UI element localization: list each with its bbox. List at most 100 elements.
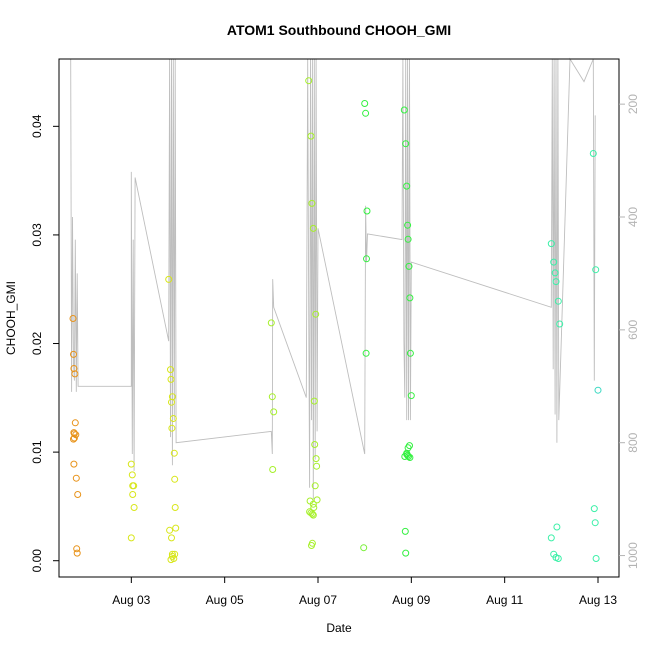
data-point	[592, 555, 600, 562]
data-point	[402, 549, 410, 557]
data-point	[363, 255, 370, 263]
data-point	[72, 474, 80, 482]
data-point	[547, 240, 555, 248]
data-point	[592, 266, 600, 274]
data-point	[556, 320, 564, 328]
y2-tick-label: 1000	[626, 542, 640, 569]
chart-title: ATOM1 Southbound CHOOH_GMI	[227, 22, 451, 38]
data-point	[313, 496, 321, 504]
data-point	[171, 504, 179, 511]
data-point	[270, 408, 278, 416]
data-point	[407, 392, 415, 400]
data-point	[363, 207, 371, 215]
data-point	[129, 482, 137, 490]
data-point	[165, 275, 173, 283]
data-point	[171, 475, 179, 483]
data-point	[70, 350, 77, 358]
y2-tick-label: 400	[626, 207, 640, 227]
data-point	[168, 534, 175, 542]
data-point	[267, 319, 275, 327]
data-point	[406, 349, 414, 357]
data-point	[308, 510, 316, 518]
data-point	[589, 150, 597, 157]
data-point	[550, 258, 558, 266]
data-point	[309, 511, 317, 519]
pressure-track-line	[70, 57, 596, 500]
data-point	[403, 182, 411, 190]
x-tick-label: Aug 07	[299, 593, 337, 607]
data-point	[305, 77, 313, 85]
data-point	[404, 235, 412, 243]
data-point	[312, 310, 320, 318]
data-point	[169, 415, 177, 422]
data-point	[70, 434, 78, 442]
data-point	[127, 460, 135, 468]
y2-tick-label: 200	[626, 94, 640, 114]
data-point	[591, 519, 599, 527]
data-point	[590, 505, 598, 513]
data-point	[404, 444, 412, 452]
data-point	[308, 539, 316, 547]
y-tick-label: 0.04	[30, 114, 44, 138]
data-point	[70, 435, 77, 443]
y-axis-label: CHOOH_GMI	[4, 281, 18, 355]
data-point	[167, 375, 175, 383]
data-point	[360, 544, 368, 552]
data-point	[172, 524, 180, 532]
data-point	[361, 100, 369, 107]
y-tick-label: 0.01	[30, 440, 44, 464]
data-point	[402, 140, 410, 148]
data-point	[167, 366, 174, 374]
data-point	[269, 466, 277, 473]
data-point	[74, 491, 82, 498]
data-point	[128, 471, 136, 479]
data-point	[404, 221, 412, 229]
data-point	[170, 449, 178, 457]
plot-frame	[58, 58, 620, 578]
data-point	[167, 556, 175, 564]
data-point	[405, 453, 412, 460]
data-point	[406, 454, 414, 461]
data-point	[405, 262, 413, 270]
data-point	[69, 315, 77, 322]
data-point	[71, 419, 79, 427]
data-point	[307, 509, 315, 517]
x-tick-label: Aug 13	[579, 593, 617, 607]
y-tick-label: 0.03	[30, 223, 44, 247]
data-point	[310, 397, 318, 405]
data-point	[311, 482, 319, 490]
data-point	[127, 534, 135, 542]
data-point	[129, 491, 137, 498]
data-point	[401, 453, 409, 460]
data-point	[168, 552, 176, 560]
data-point	[552, 278, 560, 286]
data-point	[308, 199, 316, 207]
data-point	[70, 460, 78, 468]
x-axis-label: Date	[326, 621, 352, 635]
data-point	[362, 349, 370, 357]
data-points-layer	[69, 77, 602, 564]
data-point	[70, 429, 78, 437]
data-point	[362, 109, 370, 117]
y2-tick-label: 800	[626, 432, 640, 452]
data-point	[306, 497, 314, 505]
data-point	[311, 441, 319, 448]
data-point	[313, 462, 321, 470]
data-point	[73, 549, 81, 557]
y-tick-label: 0.02	[30, 331, 44, 355]
x-tick-label: Aug 05	[206, 593, 244, 607]
data-point	[71, 370, 79, 378]
data-point	[551, 269, 559, 277]
data-point	[307, 132, 315, 140]
x-tick-label: Aug 11	[486, 593, 523, 607]
y-tick-label: 0.00	[30, 549, 44, 573]
data-point	[312, 455, 320, 463]
data-point	[406, 294, 414, 302]
data-point	[553, 523, 561, 531]
data-point	[400, 106, 408, 114]
data-point	[309, 224, 317, 232]
data-point	[310, 504, 318, 511]
x-tick-label: Aug 09	[392, 593, 430, 607]
data-point	[130, 504, 138, 511]
